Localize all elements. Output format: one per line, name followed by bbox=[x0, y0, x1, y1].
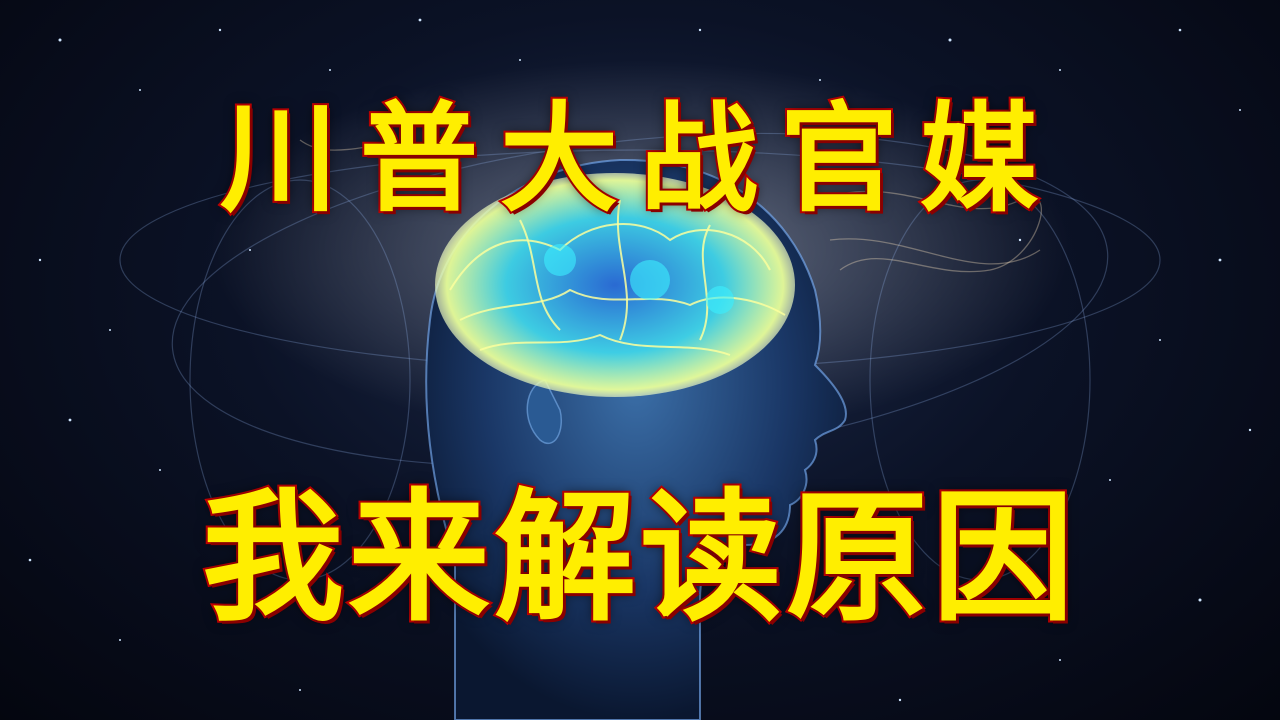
headline-line-1: 川普大战官媒 bbox=[218, 90, 1060, 228]
glowing-brain bbox=[435, 173, 795, 397]
headline-line-2: 我来解读原因 bbox=[200, 476, 1078, 641]
ear bbox=[526, 379, 562, 444]
light-streaks bbox=[299, 139, 1042, 273]
